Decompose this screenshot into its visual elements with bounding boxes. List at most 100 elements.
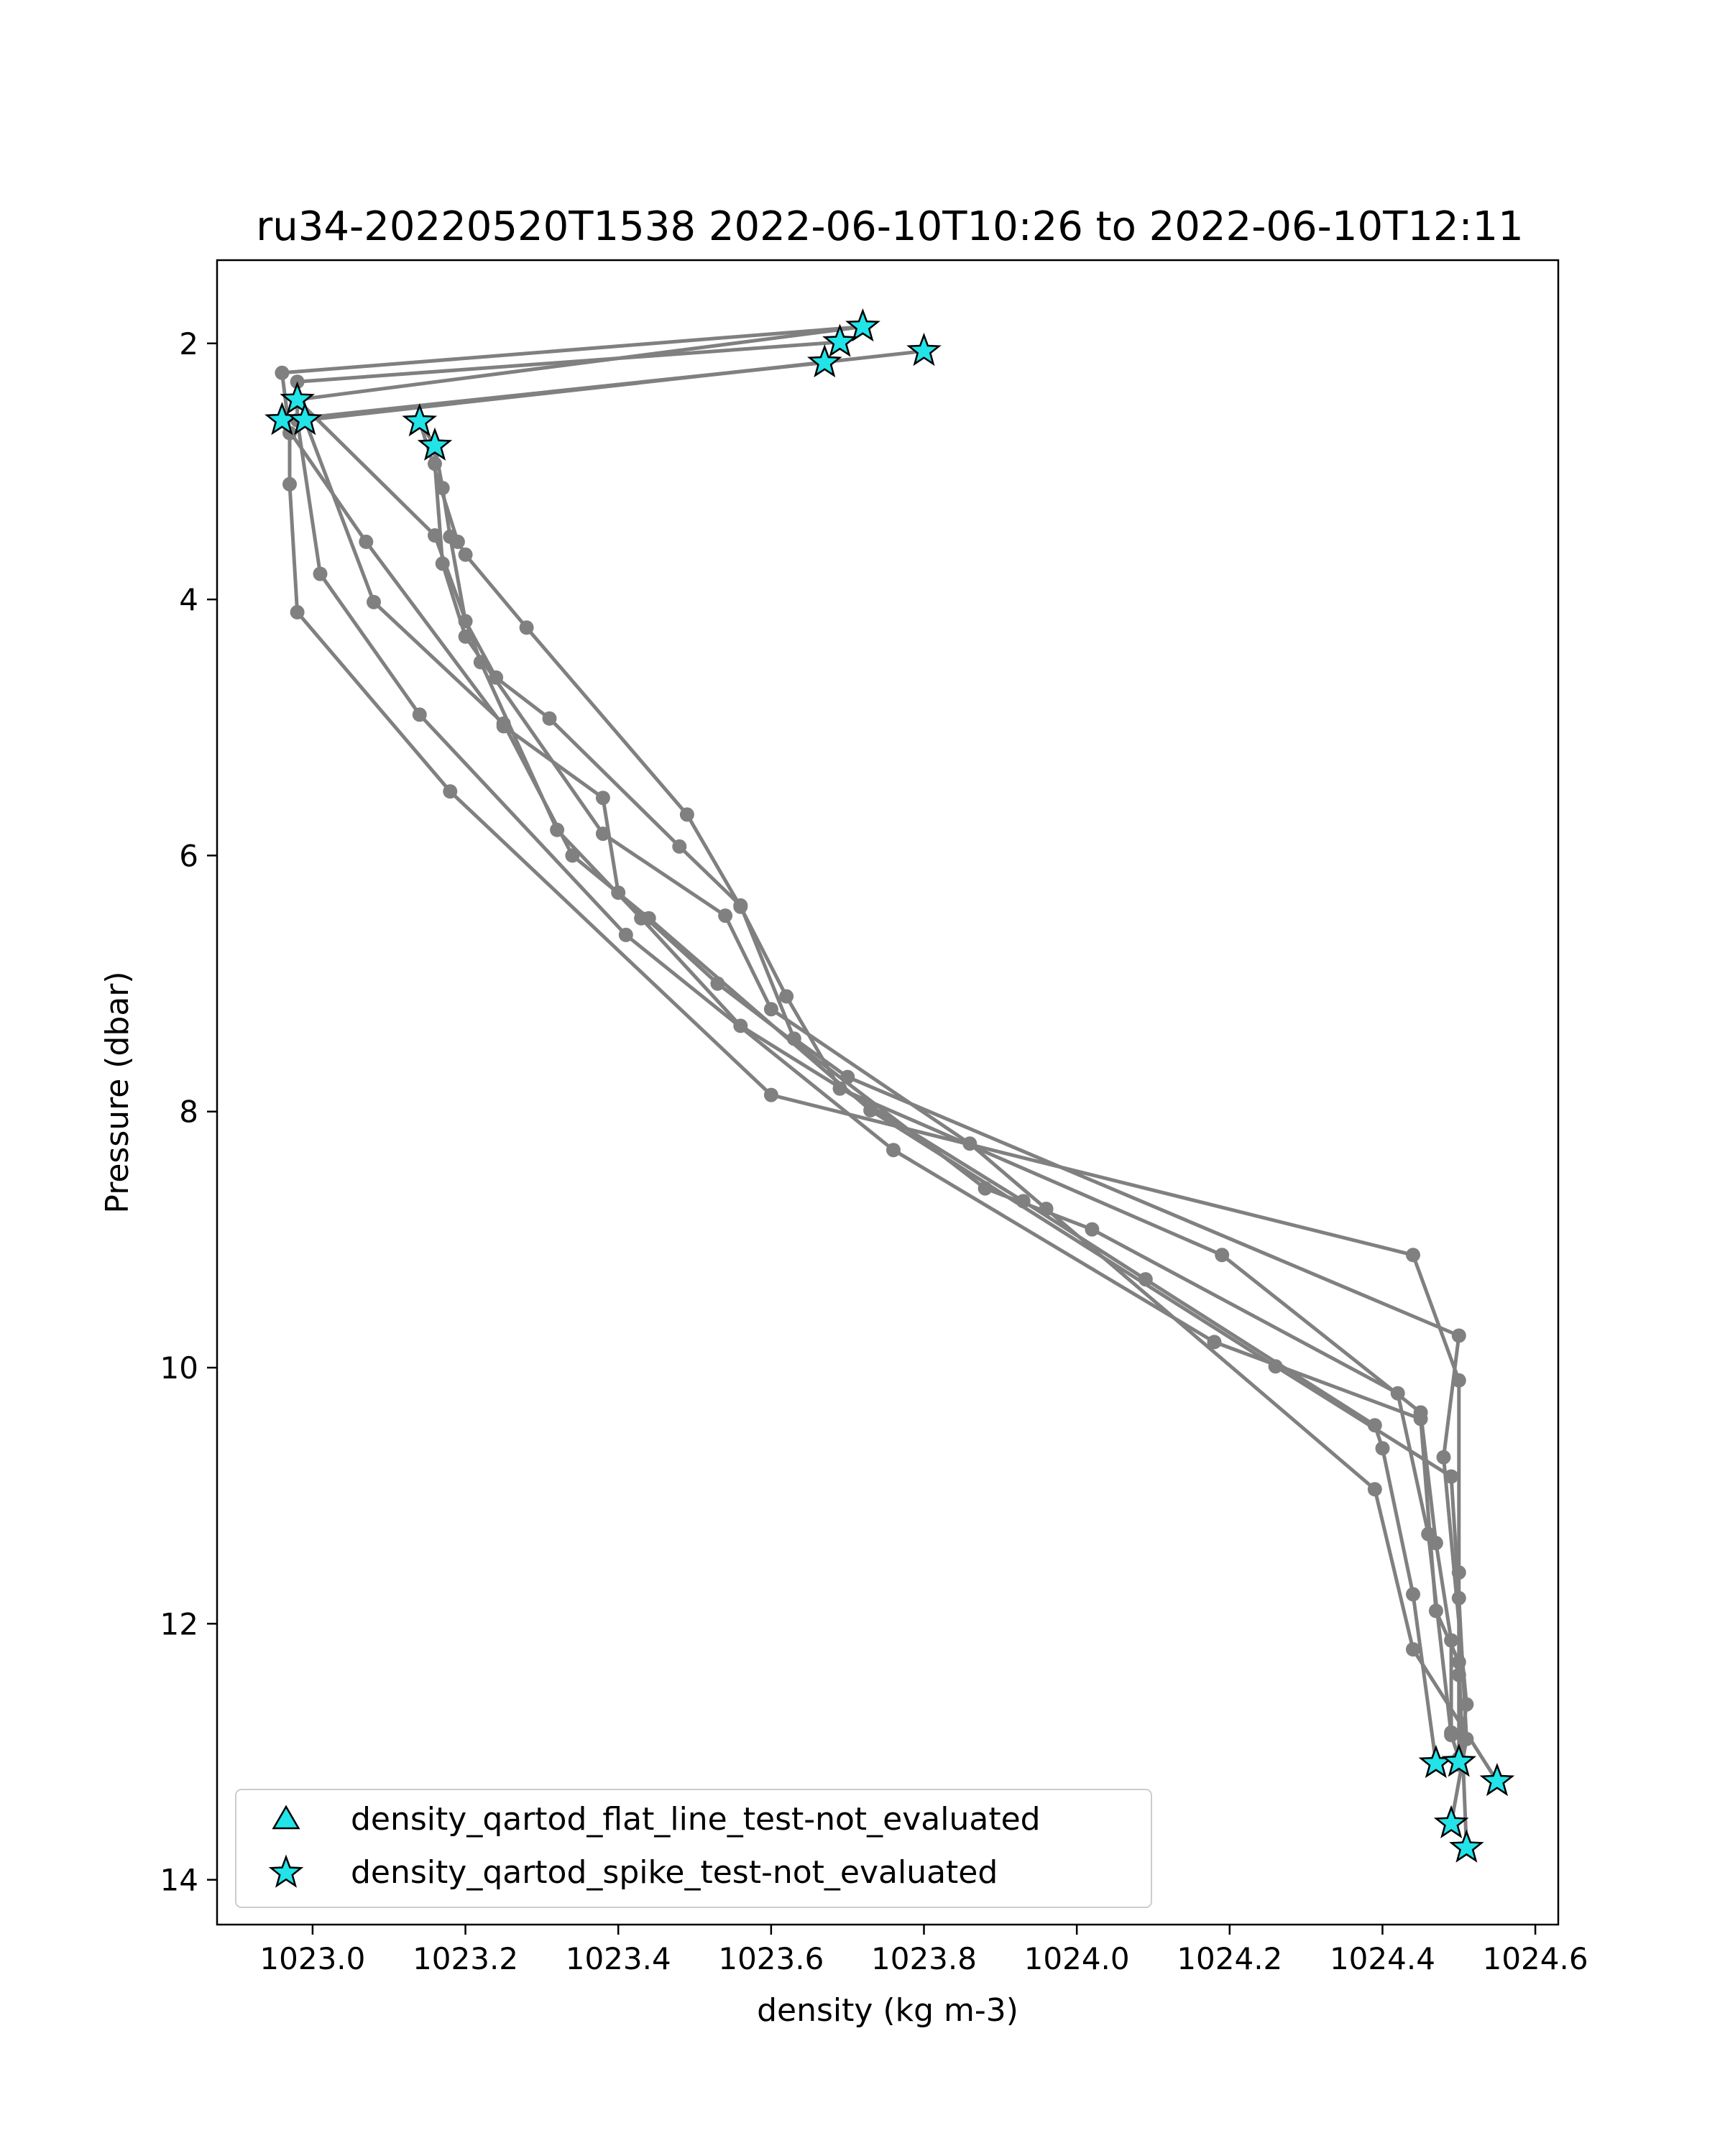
profile-line [433,445,1468,1765]
profile-point [1215,1248,1230,1263]
profile-point [1451,1328,1466,1343]
profile-point [786,1031,801,1046]
profile-point [886,1143,901,1158]
profile-point [550,822,565,837]
profile-point [1375,1441,1390,1456]
profile-point [282,476,297,492]
star-icon [268,1854,304,1888]
profile-point [1016,1194,1031,1209]
legend: density_qartod_flat_line_test-not_evalua… [235,1789,1152,1908]
profile-point [458,547,473,562]
profile-point [595,826,610,842]
spike-flag-star [288,402,323,436]
spike-flag-star [906,332,942,367]
x-tick-label: 1024.2 [1177,1941,1282,1976]
y-tick-label: 8 [179,1095,198,1130]
profile-point [313,566,328,581]
spike-flag-star [280,381,316,415]
profile-point [718,908,733,923]
profile-point [679,807,694,822]
legend-label-spike: density_qartod_spike_test-not_evaluated [351,1854,998,1891]
profile-point [443,784,458,799]
profile-point [832,1081,847,1096]
profile-point [1444,1469,1459,1484]
profile-point [275,365,290,380]
y-tick-label: 10 [160,1350,198,1386]
profile-point [978,1181,993,1196]
profile-point [1039,1202,1054,1217]
profile-point [1436,1450,1451,1465]
profile-point [672,839,687,854]
profile-point [359,534,374,549]
profile-point [733,1018,748,1033]
profile-point [542,711,557,726]
profile-point [1413,1405,1428,1420]
profile-point [290,604,305,619]
x-tick-label: 1023.8 [871,1941,977,1976]
y-axis-label: Pressure (dbar) [99,971,136,1213]
profile-point [367,594,381,609]
profile-point [1444,1725,1459,1740]
x-axis-label: density (kg m-3) [757,1992,1018,2029]
profile-point [840,1069,855,1084]
profile-point [412,707,427,722]
profile-point [1406,1587,1420,1602]
spike-flag-star [822,323,857,357]
x-tick-label: 1023.2 [413,1941,518,1976]
profile-point [763,1087,778,1102]
profile-point [1367,1482,1382,1497]
legend-triangle-marker [272,1805,300,1830]
y-tick-label: 6 [179,838,198,873]
profile-point [519,620,534,635]
x-axis: 1023.0 1023.2 1023.4 1023.6 1023.8 1024.0 1024… [259,1925,1588,1976]
profile-point [733,899,748,914]
profile-point [1444,1633,1459,1648]
profile-point [618,927,633,942]
profile-point [458,629,473,644]
profile-series-8 [412,414,1459,1740]
y-tick-label: 12 [160,1606,198,1641]
profile-point [1367,1418,1382,1433]
profile-point [435,556,450,571]
spike-flag-star [1433,1805,1469,1839]
y-tick-label: 2 [179,326,198,361]
spike-flag-star [807,344,842,378]
profile-point [458,614,473,629]
spike-flag-star [1479,1762,1515,1797]
profile-point [710,976,725,991]
x-tick-label: 1024.6 [1483,1941,1588,1976]
y-axis: 2 4 6 8 10 12 14 [160,326,217,1898]
y-tick-label: 14 [160,1863,198,1898]
profile-point [450,534,465,549]
profile-point [1406,1248,1420,1263]
spike-flag-star [402,402,438,437]
profile-series-7 [428,438,1474,1772]
plot-frame [216,259,1560,1926]
legend-box [235,1789,1152,1908]
x-tick-label: 1023.6 [718,1941,824,1976]
flag-markers-layer [264,308,1515,1863]
spike-flag-star [845,308,880,342]
profile-point [489,670,504,685]
profile-point [779,989,794,1004]
profile-point [1085,1222,1100,1237]
profile-point [1406,1642,1420,1657]
x-tick-label: 1023.0 [259,1941,365,1976]
chart-title: ru34-20220520T1538 2022-06-10T10:26 to 2… [256,203,1523,250]
profile-point [595,791,610,806]
profile-point [1459,1697,1474,1712]
spike-flag-star [1441,1743,1477,1777]
y-tick-label: 4 [179,582,198,617]
legend-label-flat-line: density_qartod_flat_line_test-not_evalua… [351,1801,1041,1838]
profile-point [763,1002,778,1017]
legend-star-marker [268,1854,304,1888]
spike-flag-star [1449,1829,1484,1863]
profile-point [1428,1536,1443,1551]
profile-point [1138,1272,1153,1287]
x-tick-label: 1024.4 [1330,1941,1435,1976]
triangle-icon [272,1805,300,1830]
x-tick-label: 1023.4 [566,1941,671,1976]
spike-flag-star [417,427,453,461]
